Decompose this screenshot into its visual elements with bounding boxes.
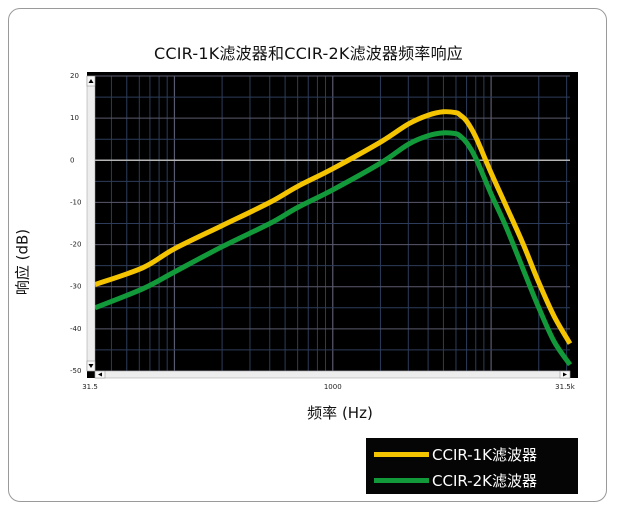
- series-line-2k: [94, 130, 573, 367]
- horizontal-scrollbar[interactable]: [94, 370, 571, 379]
- y-tick-label: 10: [70, 114, 79, 122]
- y-tick-label: -40: [70, 325, 81, 333]
- y-tick-label: 0: [70, 156, 74, 164]
- x-tick-label: 31.5: [82, 383, 98, 391]
- arrow-right-icon: [563, 372, 567, 377]
- x-tick-label: 1000: [324, 383, 342, 391]
- chart-title: CCIR-1K滤波器和CCIR-2K滤波器频率响应: [154, 44, 463, 63]
- arrow-up-icon: [88, 79, 94, 83]
- legend-swatch-1k: [374, 452, 429, 457]
- legend-label-1k: CCIR-1K滤波器: [432, 446, 537, 464]
- y-tick-label: -30: [70, 283, 81, 291]
- y-tick-label: -10: [70, 198, 81, 206]
- legend-item-1k: CCIR-1K滤波器: [366, 442, 578, 466]
- y-tick-label: -50: [70, 367, 81, 375]
- x-axis-ticks: 31.5 1000 31.5k: [82, 383, 576, 391]
- legend-item-2k: CCIR-2K滤波器: [366, 468, 578, 492]
- arrow-down-icon: [88, 364, 94, 368]
- y-tick-label: 20: [70, 72, 79, 80]
- vertical-scrollbar[interactable]: [86, 75, 96, 372]
- y-tick-label: -20: [70, 241, 81, 249]
- y-axis-ticks: 20 10 0 -10 -20 -30 -40 -50: [70, 72, 81, 375]
- y-axis-label: 响应 (dB): [13, 228, 32, 296]
- x-axis-label: 频率 (Hz): [307, 404, 373, 422]
- legend-swatch-2k: [374, 478, 429, 483]
- series-line-1k: [94, 109, 573, 345]
- grid: [95, 75, 570, 372]
- x-tick-label: 31.5k: [555, 383, 576, 391]
- curves: [94, 109, 573, 367]
- arrow-left-icon: [98, 372, 102, 377]
- legend: CCIR-1K滤波器 CCIR-2K滤波器: [366, 438, 578, 494]
- legend-label-2k: CCIR-2K滤波器: [432, 472, 537, 490]
- plot-scrollbars: [86, 75, 571, 379]
